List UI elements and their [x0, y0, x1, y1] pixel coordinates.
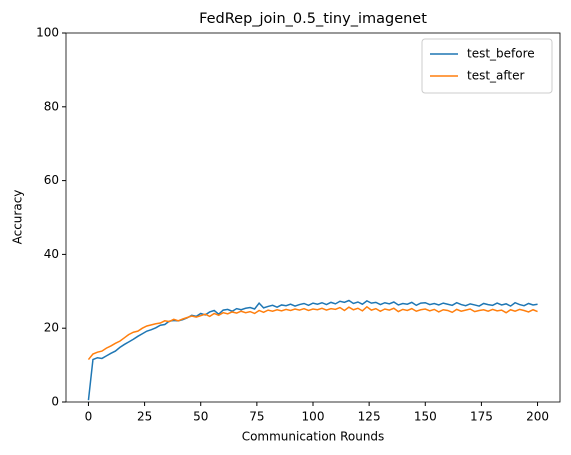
- plot-frame: [65, 32, 561, 403]
- x-tick-label: 100: [302, 410, 325, 424]
- legend-label: test_before: [467, 47, 535, 61]
- y-tick-label: 20: [44, 321, 59, 335]
- x-tick-label: 150: [414, 410, 437, 424]
- legend-label: test_after: [467, 69, 525, 83]
- y-tick-label: 0: [51, 395, 59, 409]
- y-tick-label: 80: [44, 99, 59, 113]
- y-tick-label: 60: [44, 173, 59, 187]
- x-tick-label: 175: [470, 410, 493, 424]
- series-line: [87, 299, 538, 401]
- series-line: [87, 305, 538, 361]
- x-axis-label: Communication Rounds: [242, 430, 385, 444]
- y-axis-label: Accuracy: [11, 190, 25, 245]
- x-tick-label: 25: [137, 410, 152, 424]
- y-tick-label: 100: [36, 26, 59, 40]
- x-tick-label: 125: [358, 410, 381, 424]
- x-tick-label: 0: [85, 410, 93, 424]
- x-tick-label: 50: [193, 410, 208, 424]
- x-tick-label: 75: [249, 410, 264, 424]
- chart-title: FedRep_join_0.5_tiny_imagenet: [199, 11, 427, 27]
- x-tick-label: 200: [526, 410, 549, 424]
- legend-box: [421, 38, 553, 94]
- y-tick-label: 40: [44, 247, 59, 261]
